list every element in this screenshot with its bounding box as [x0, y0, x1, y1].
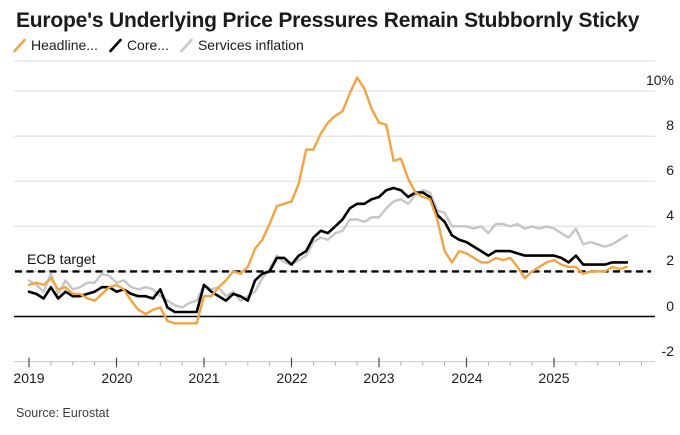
- legend-label-core: Core...: [126, 37, 169, 53]
- y-tick-label: 6: [666, 162, 674, 178]
- y-tick-label: 8: [666, 117, 674, 133]
- source-caption: Source: Eurostat: [16, 406, 110, 420]
- x-tick-label: 2024: [451, 370, 483, 386]
- headline-line-icon: [13, 38, 26, 52]
- legend: Headline... Core... Services inflation: [13, 37, 304, 53]
- series-line-services: [27, 188, 629, 309]
- x-tick-label: 2022: [276, 370, 308, 386]
- series-line-headline: [27, 76, 629, 325]
- legend-item-headline: Headline...: [13, 37, 98, 53]
- y-tick-label: 0: [666, 298, 674, 314]
- legend-label-services: Services inflation: [197, 37, 304, 53]
- series-line-core: [27, 186, 629, 314]
- y-tick-label: 4: [666, 207, 674, 223]
- legend-item-services: Services inflation: [180, 37, 304, 53]
- x-tick-label: 2021: [188, 370, 220, 386]
- y-tick-label: 2: [666, 252, 674, 268]
- services-line-icon: [180, 38, 193, 52]
- y-tick-label: 10%: [645, 72, 674, 88]
- x-tick-label: 2023: [363, 370, 395, 386]
- x-tick-label: 2019: [13, 370, 45, 386]
- chart-title: Europe's Underlying Price Pressures Rema…: [16, 9, 640, 32]
- y-tick-label: -2: [661, 343, 674, 359]
- x-tick-label: 2020: [101, 370, 133, 386]
- x-tick-label: 2025: [538, 370, 570, 386]
- legend-label-headline: Headline...: [31, 37, 98, 53]
- ecb-target-label: ECB target: [27, 251, 96, 267]
- core-line-icon: [109, 38, 122, 52]
- legend-item-core: Core...: [109, 37, 169, 53]
